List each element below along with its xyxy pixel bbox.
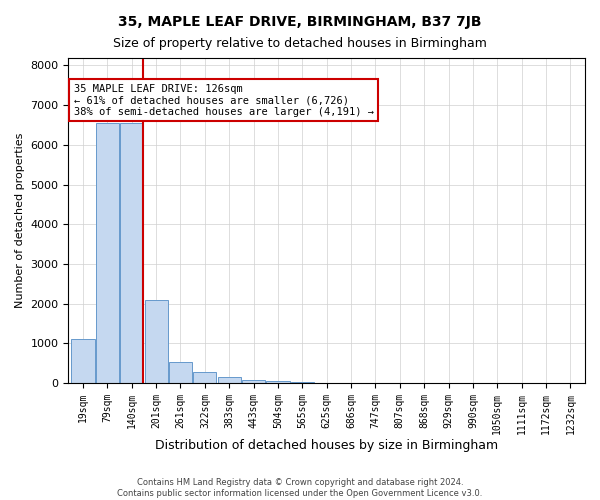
Text: 35 MAPLE LEAF DRIVE: 126sqm
← 61% of detached houses are smaller (6,726)
38% of : 35 MAPLE LEAF DRIVE: 126sqm ← 61% of det… [74, 84, 374, 116]
Y-axis label: Number of detached properties: Number of detached properties [15, 132, 25, 308]
Bar [193, 372, 217, 383]
Bar [145, 300, 168, 383]
Text: Size of property relative to detached houses in Birmingham: Size of property relative to detached ho… [113, 38, 487, 51]
Bar [242, 380, 265, 383]
Bar [218, 377, 241, 383]
Bar [71, 340, 95, 383]
Bar [291, 382, 314, 383]
Bar [169, 362, 192, 383]
Text: 35, MAPLE LEAF DRIVE, BIRMINGHAM, B37 7JB: 35, MAPLE LEAF DRIVE, BIRMINGHAM, B37 7J… [118, 15, 482, 29]
Bar [96, 123, 119, 383]
Bar [120, 123, 143, 383]
Text: Contains HM Land Registry data © Crown copyright and database right 2024.
Contai: Contains HM Land Registry data © Crown c… [118, 478, 482, 498]
Bar [266, 381, 290, 383]
X-axis label: Distribution of detached houses by size in Birmingham: Distribution of detached houses by size … [155, 440, 498, 452]
